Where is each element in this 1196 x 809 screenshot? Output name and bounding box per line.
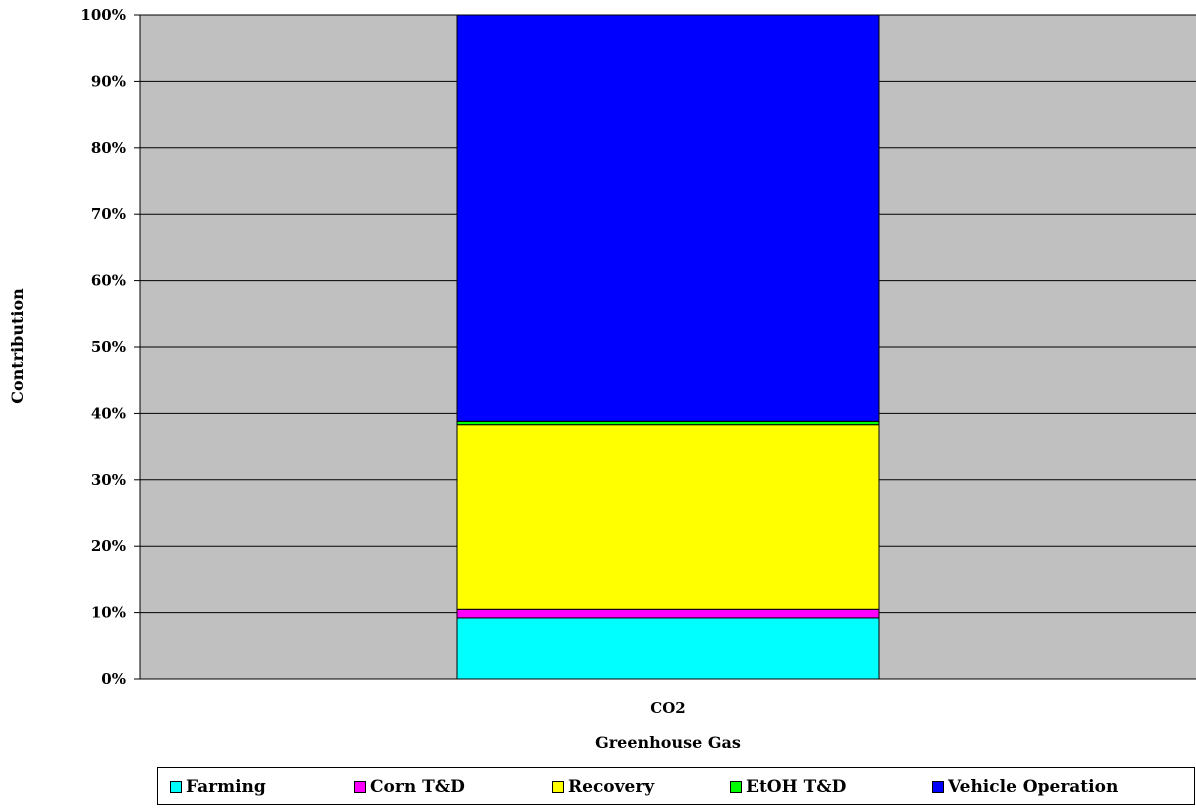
x-tick-label: CO2 — [650, 699, 685, 717]
legend-item: Farming — [170, 777, 266, 797]
legend-label: Corn T&D — [370, 777, 465, 797]
y-tick-label: 20% — [91, 537, 126, 555]
x-axis-title: Greenhouse Gas — [595, 733, 741, 752]
bar-segment-vehicle-operation — [456, 14, 880, 422]
bar-segment-farming — [456, 617, 880, 680]
y-tick-label: 100% — [80, 6, 126, 24]
legend: Farming Corn T&D Recovery EtOH T&D Vehicle O… — [157, 767, 1195, 805]
legend-swatch — [932, 781, 944, 793]
x-ticks: CO2 — [650, 699, 685, 717]
legend-item: Recovery — [552, 777, 654, 797]
y-ticks: 0% 10% 20% 30% 40% 50% 60% 70% 80% 90% 100% — [80, 6, 140, 688]
y-tick-label: 90% — [91, 72, 126, 90]
y-tick-label: 50% — [91, 338, 126, 356]
y-tick-label: 80% — [91, 139, 126, 157]
y-tick-label: 60% — [91, 272, 126, 290]
bar-segments — [456, 14, 880, 680]
legend-label: EtOH T&D — [746, 777, 847, 797]
y-axis-title: Contribution — [8, 288, 27, 404]
y-tick-label: 0% — [101, 670, 126, 688]
bar-segment-recovery — [456, 424, 880, 610]
bar-segment-corn-t-d — [456, 608, 880, 619]
legend-label: Recovery — [568, 777, 655, 797]
legend-label: Farming — [186, 777, 266, 797]
legend-swatch — [170, 781, 182, 793]
y-tick-label: 70% — [91, 205, 126, 223]
legend-item: EtOH T&D — [730, 777, 846, 797]
y-tick-label: 30% — [91, 471, 126, 489]
legend-item: Corn T&D — [354, 777, 465, 797]
y-tick-label: 40% — [91, 404, 126, 422]
legend-swatch — [354, 781, 366, 793]
legend-item: Vehicle Operation — [932, 777, 1118, 797]
legend-label: Vehicle Operation — [948, 777, 1119, 797]
legend-swatch — [552, 781, 564, 793]
legend-swatch — [730, 781, 742, 793]
y-tick-label: 10% — [91, 604, 126, 622]
